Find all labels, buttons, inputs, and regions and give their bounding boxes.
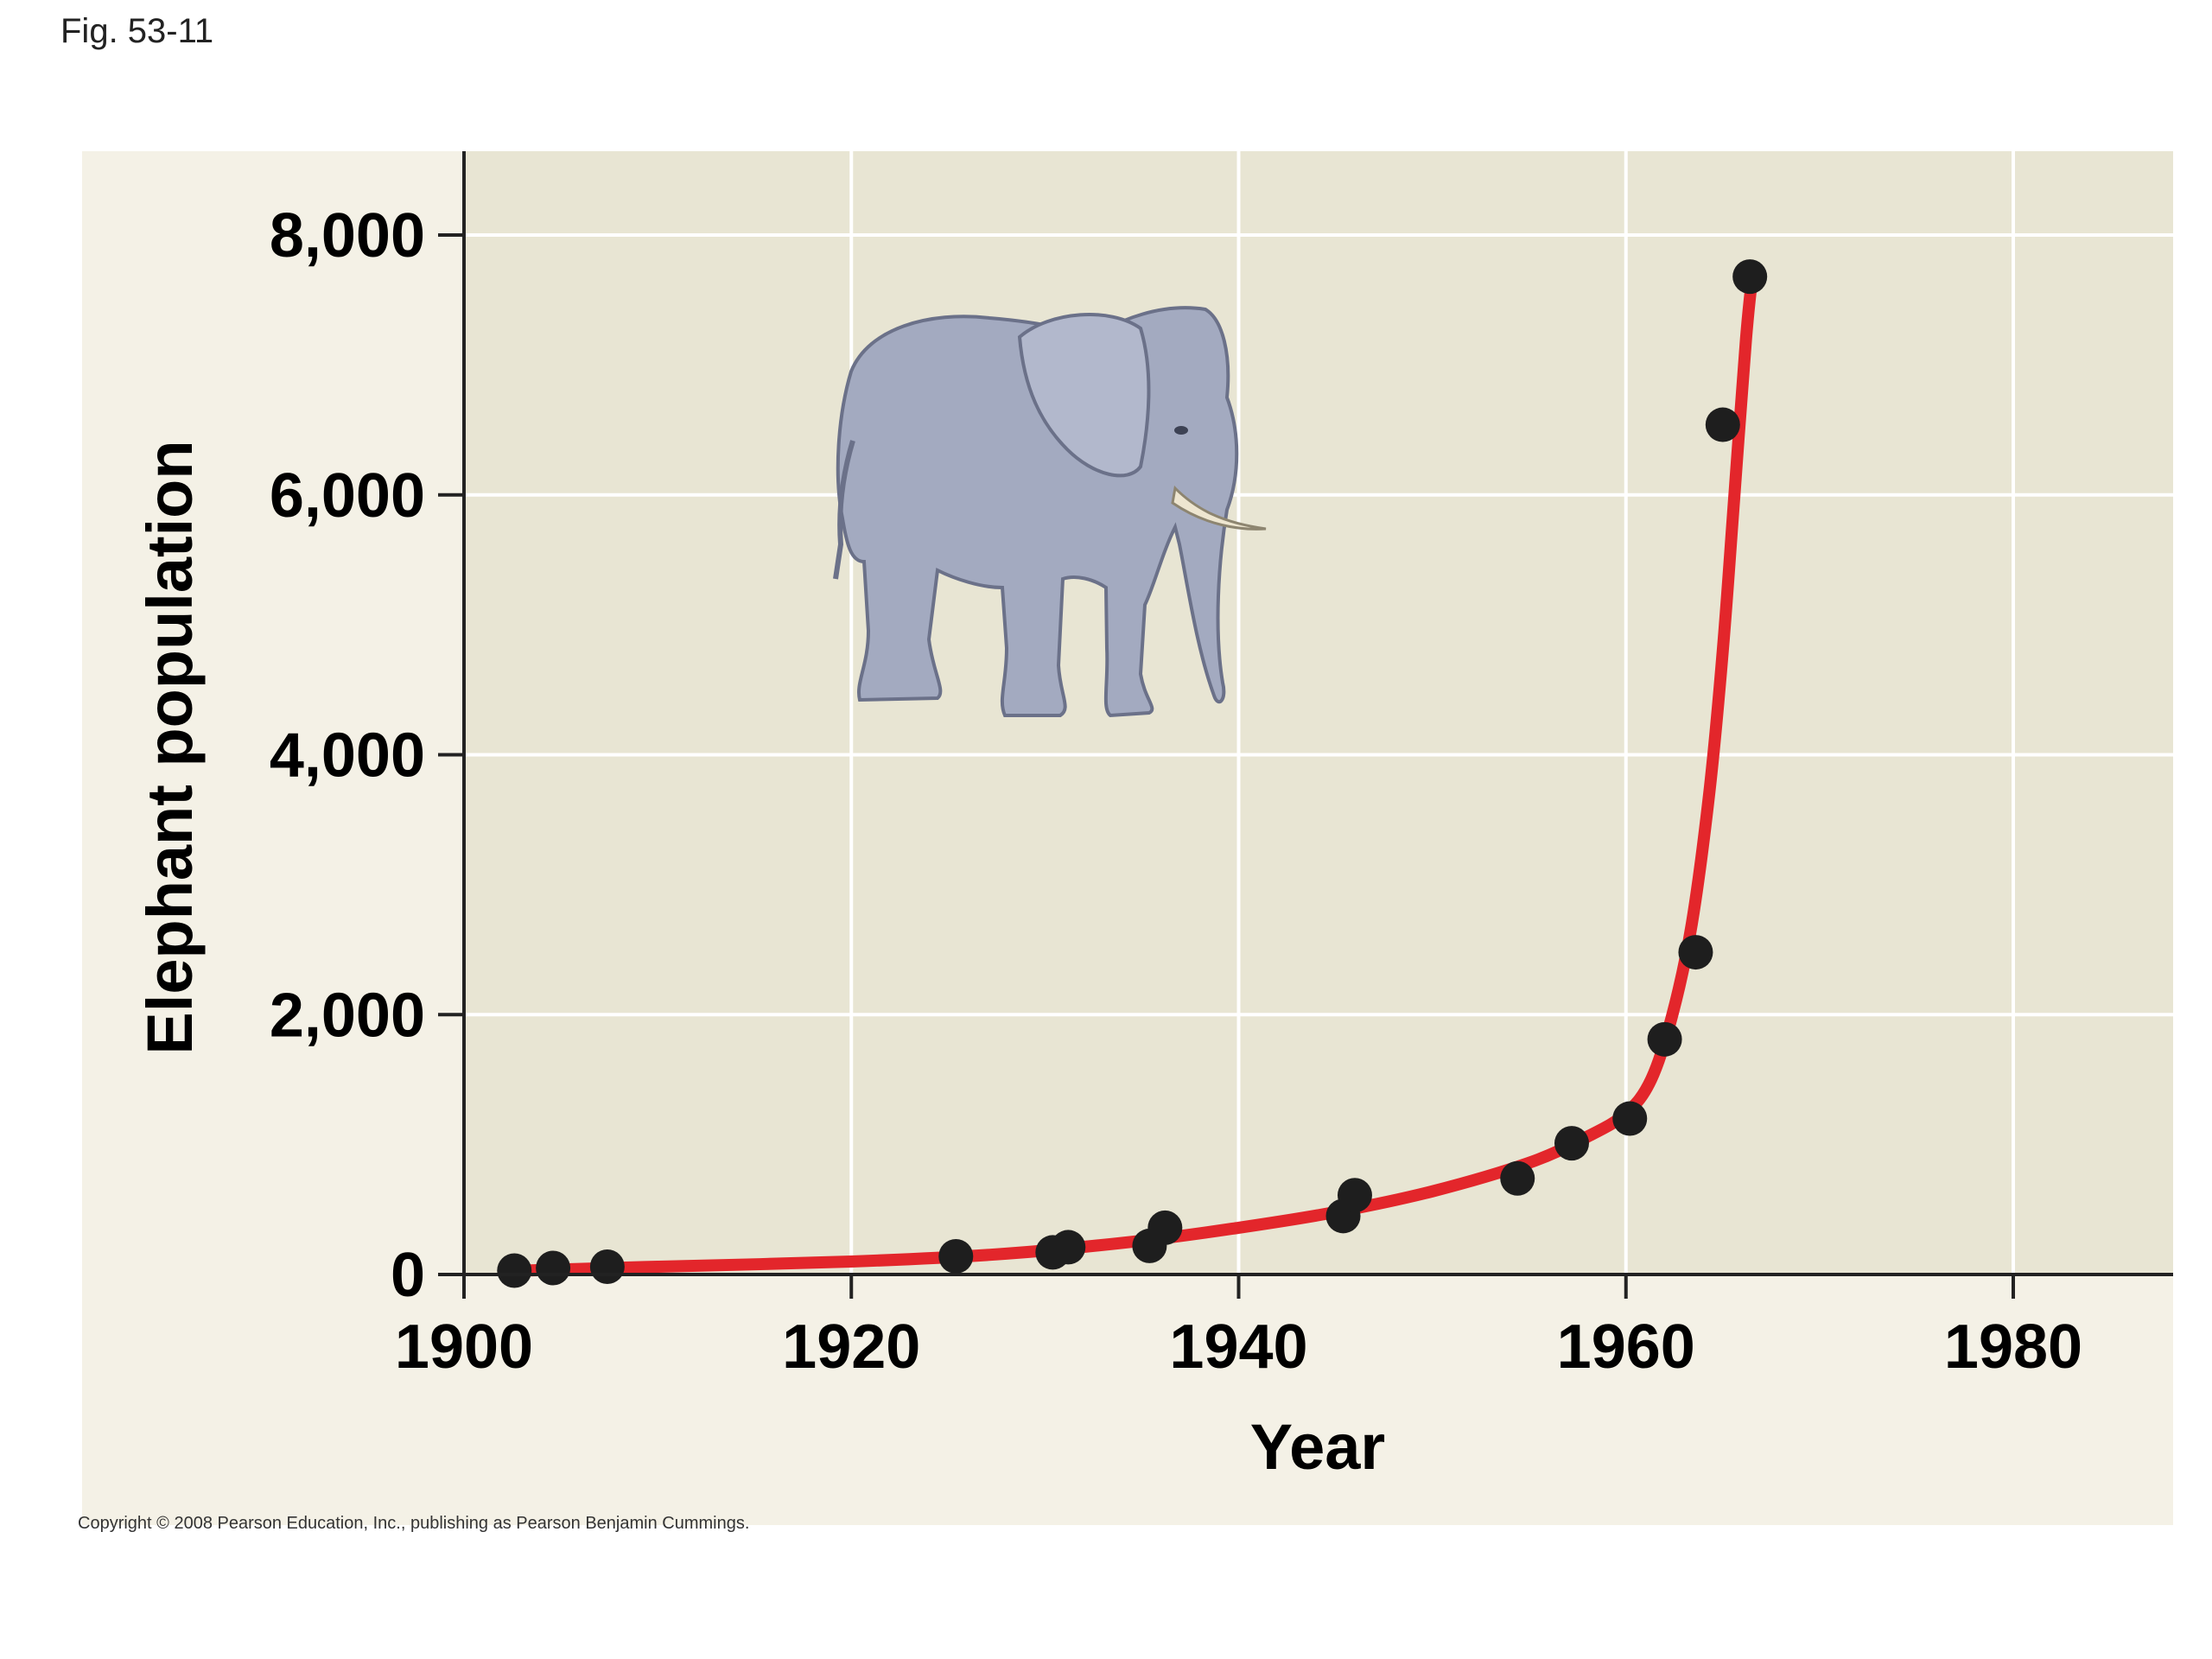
- data-point: [589, 1249, 625, 1284]
- x-tick-label: 1980: [1944, 1313, 2082, 1382]
- data-point: [1147, 1210, 1183, 1245]
- data-points: [497, 259, 1768, 1288]
- y-tick-label: 2,000: [270, 981, 425, 1050]
- data-point: [1647, 1021, 1682, 1057]
- data-point: [536, 1250, 571, 1286]
- copyright-notice: Copyright © 2008 Pearson Education, Inc.…: [78, 1514, 750, 1533]
- y-axis-ticks: 0 2,000 4,000 6,000 8,000: [270, 201, 464, 1310]
- y-tick-label: 6,000: [270, 461, 425, 531]
- data-point: [1554, 1126, 1589, 1161]
- data-point: [1612, 1101, 1648, 1136]
- x-axis-ticks: 1900 1920 1940 1960 1980: [395, 1274, 2082, 1382]
- data-point: [1678, 935, 1713, 970]
- x-tick-label: 1960: [1557, 1313, 1695, 1382]
- y-tick-label: 0: [391, 1241, 425, 1310]
- figure-label: Fig. 53-11: [60, 12, 214, 50]
- y-tick-label: 4,000: [270, 721, 425, 791]
- x-tick-label: 1940: [1169, 1313, 1307, 1382]
- elephant-eye: [1174, 426, 1188, 435]
- data-point: [1732, 259, 1768, 295]
- y-tick-label: 8,000: [270, 201, 425, 270]
- data-point: [497, 1253, 532, 1288]
- plot-area-background: [464, 151, 2173, 1274]
- grid-lines: [464, 151, 2173, 1274]
- y-axis-title: Elephant population: [134, 440, 206, 1054]
- elephant-ear: [1017, 313, 1151, 478]
- elephant-illustration: [833, 306, 1267, 718]
- elephant-tusk: [1171, 485, 1267, 531]
- x-axis-title: Year: [1250, 1411, 1385, 1483]
- data-point: [1051, 1230, 1086, 1265]
- data-point: [938, 1238, 974, 1274]
- x-tick-label: 1920: [782, 1313, 920, 1382]
- data-point: [1337, 1178, 1372, 1213]
- x-tick-label: 1900: [395, 1313, 533, 1382]
- data-point: [1705, 407, 1740, 442]
- elephant-tail: [833, 440, 855, 580]
- data-point: [1500, 1160, 1535, 1196]
